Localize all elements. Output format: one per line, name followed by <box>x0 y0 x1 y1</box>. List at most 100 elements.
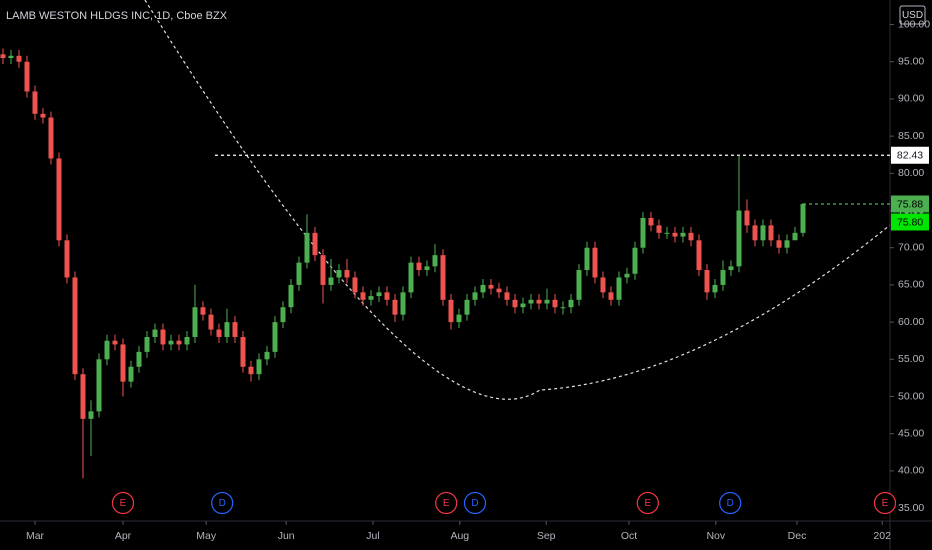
x-tick-label: May <box>196 530 217 542</box>
candle-body <box>368 296 374 300</box>
x-tick-label: Sep <box>537 530 556 542</box>
candle-body <box>456 314 462 323</box>
price-box-label: 82.43 <box>897 150 923 162</box>
candle-body <box>264 351 270 360</box>
candle-body <box>728 266 734 271</box>
candle-body <box>272 322 278 352</box>
y-tick-label: 70.00 <box>898 242 924 254</box>
candle-body <box>448 299 454 323</box>
candle-body <box>608 292 614 300</box>
candle-body <box>336 270 342 278</box>
event-label: D <box>471 498 478 509</box>
event-marker <box>636 491 659 515</box>
candle-body <box>408 262 414 293</box>
price-box-label: 75.80 <box>897 216 923 228</box>
candle-body <box>320 255 326 285</box>
candle-body <box>384 292 390 300</box>
y-tick-label: 85.00 <box>898 130 924 142</box>
candle-body <box>440 255 446 300</box>
event-label: E <box>120 498 127 509</box>
event-label: E <box>443 498 450 509</box>
candle-body <box>520 303 526 308</box>
candle-body <box>656 225 662 233</box>
candle-body <box>248 366 254 375</box>
y-tick-label: 90.00 <box>898 93 924 105</box>
candle-body <box>496 288 502 293</box>
candle-body <box>96 359 102 412</box>
candle-body <box>680 232 686 237</box>
candle-body <box>80 374 86 419</box>
candle-body <box>208 314 214 330</box>
candle-body <box>504 292 510 300</box>
candle-body <box>104 340 110 360</box>
cup-curve <box>144 0 891 400</box>
candle-body <box>568 299 574 308</box>
candle-body <box>632 247 638 274</box>
candle-body <box>88 411 94 419</box>
y-tick-label: 95.00 <box>898 56 924 68</box>
candle-body <box>152 329 158 337</box>
candle-body <box>768 225 774 241</box>
x-tick-label: Jul <box>366 530 379 542</box>
candle-body <box>488 284 494 289</box>
candle-body <box>128 366 134 382</box>
chart-title: LAMB WESTON HLDGS INC, 1D, Cboe BZX <box>6 10 228 22</box>
y-tick-label: 65.00 <box>898 279 924 291</box>
candle-body <box>664 232 670 234</box>
event-label: E <box>882 498 889 509</box>
currency: USD <box>902 10 923 21</box>
candle-body <box>176 340 182 345</box>
candle-body <box>480 284 486 293</box>
candle-body <box>224 322 230 337</box>
candle-body <box>616 277 622 300</box>
y-tick-label: 100.00 <box>898 18 930 30</box>
candle-body <box>688 232 694 241</box>
y-tick-label: 50.00 <box>898 390 924 402</box>
candle-body <box>304 232 310 263</box>
candle-body <box>392 299 398 315</box>
candle-body <box>712 284 718 293</box>
candle-body <box>792 232 798 241</box>
candle-body <box>112 340 118 345</box>
candle-body <box>360 292 366 300</box>
candle-body <box>16 55 22 62</box>
candle-body <box>0 54 6 59</box>
event-marker <box>463 491 487 515</box>
candle-body <box>640 217 646 248</box>
candle-body <box>704 270 710 293</box>
candle-body <box>752 225 758 241</box>
y-tick-label: 40.00 <box>898 465 924 477</box>
candle-body <box>800 203 806 233</box>
candle-body <box>720 270 726 285</box>
candle-body <box>232 322 238 337</box>
candle-body <box>648 217 654 226</box>
candle-body <box>416 262 422 271</box>
event-label: D <box>219 498 226 509</box>
x-tick-label: Aug <box>450 530 469 542</box>
candle-body <box>760 225 766 241</box>
x-tick-label: Jun <box>278 530 295 542</box>
candle-body <box>344 270 350 278</box>
candle-body <box>296 262 302 285</box>
candle-body <box>624 273 630 278</box>
candle-body <box>288 284 294 308</box>
candle-body <box>240 336 246 367</box>
candle-body <box>512 299 518 308</box>
candle-body <box>672 232 678 237</box>
candle-body <box>784 240 790 248</box>
event-label: D <box>727 498 734 509</box>
event-marker <box>111 491 135 515</box>
candle-body <box>576 270 582 300</box>
candle-body <box>256 359 262 375</box>
candle-body <box>328 277 334 285</box>
x-tick-label: Dec <box>788 530 807 542</box>
candle-body <box>592 247 598 278</box>
y-tick-label: 55.00 <box>898 353 924 365</box>
y-tick-label: 45.00 <box>898 427 924 439</box>
candle-body <box>24 61 30 92</box>
event-marker <box>719 491 742 515</box>
candle-body <box>584 247 590 271</box>
